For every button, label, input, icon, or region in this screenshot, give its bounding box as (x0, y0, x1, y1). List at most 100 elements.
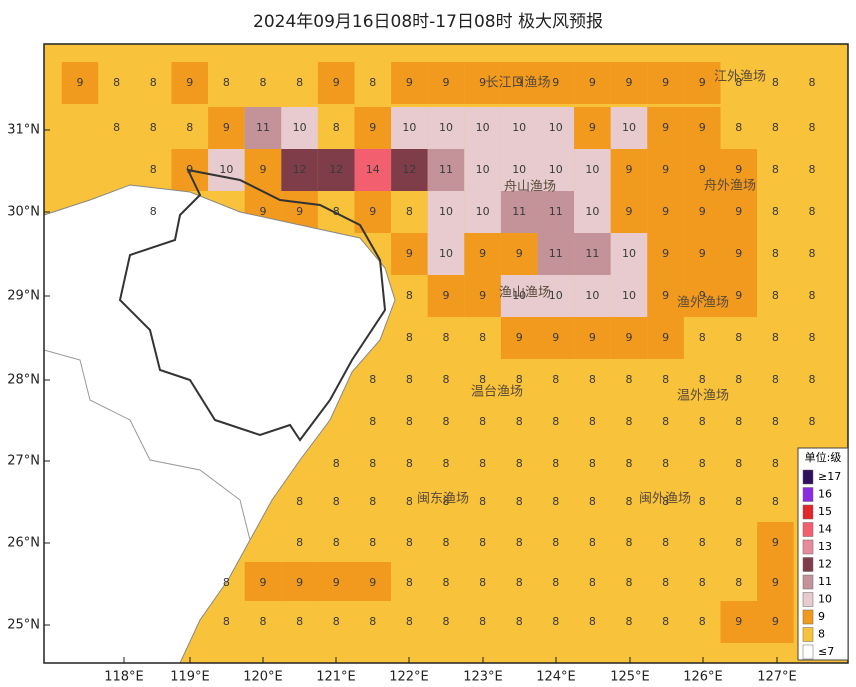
cell (610, 601, 648, 643)
cell (720, 275, 758, 317)
cell (537, 62, 575, 104)
cell (464, 562, 501, 604)
grid-value: 9 (735, 205, 742, 218)
grid-value: 11 (512, 205, 526, 218)
cell (500, 522, 538, 564)
cell (757, 317, 794, 359)
cell (427, 191, 465, 233)
grid-value: 9 (77, 76, 84, 89)
cell (757, 107, 794, 149)
cell (98, 62, 135, 104)
lon-label: 127°E (757, 670, 797, 685)
cell (281, 107, 318, 149)
cell (647, 149, 684, 191)
cell (317, 562, 355, 604)
grid-value: 8 (589, 415, 596, 428)
legend-swatch (802, 592, 814, 607)
grid-value: 9 (662, 205, 669, 218)
cell (208, 149, 245, 191)
cell (391, 522, 428, 564)
grid-value: 8 (333, 536, 340, 549)
grid-value: 10 (476, 121, 490, 134)
grid-value: 8 (626, 457, 633, 470)
cell (317, 107, 355, 149)
grid-value: 10 (439, 205, 453, 218)
cell (427, 601, 465, 643)
grid-value: 8 (333, 495, 340, 508)
grid-value: 8 (369, 373, 376, 386)
grid-value: 8 (516, 576, 523, 589)
grid-value: 8 (735, 457, 742, 470)
legend-swatch (802, 522, 814, 537)
cell (61, 62, 99, 104)
grid-value: 8 (406, 331, 413, 344)
grid-value: 8 (406, 536, 413, 549)
grid-value: 8 (809, 76, 816, 89)
grid-value: 8 (589, 495, 596, 508)
cell (610, 149, 648, 191)
grid-value: 8 (662, 415, 669, 428)
grid-value: 8 (699, 576, 706, 589)
grid-value: 8 (186, 121, 193, 134)
cell (354, 562, 392, 604)
lon-label: 126°E (683, 670, 723, 685)
grid-value: 8 (260, 76, 267, 89)
grid-value: 8 (479, 576, 486, 589)
cell (500, 107, 538, 149)
grid-value: 8 (150, 163, 157, 176)
legend-swatch (802, 627, 814, 642)
cell (793, 359, 831, 401)
grid-value: 8 (772, 205, 779, 218)
cell (647, 233, 684, 275)
cell (391, 62, 428, 104)
cell (134, 62, 172, 104)
grid-value: 8 (552, 495, 559, 508)
cell (391, 233, 428, 275)
cell (610, 317, 648, 359)
grid-value: 8 (223, 76, 230, 89)
cell (354, 62, 392, 104)
grid-value: 8 (552, 576, 559, 589)
cell (610, 401, 648, 443)
legend-swatch (802, 539, 814, 555)
grid-value: 9 (296, 205, 303, 218)
cell (171, 62, 209, 104)
cell (720, 107, 758, 149)
legend-label: 16 (818, 488, 832, 501)
cell (500, 481, 538, 523)
cell (574, 359, 611, 401)
grid-value: 8 (735, 373, 742, 386)
grid-value: 8 (699, 457, 706, 470)
cell (574, 107, 611, 149)
grid-value: 8 (516, 495, 523, 508)
cell (793, 275, 831, 317)
grid-value: 8 (479, 331, 486, 344)
region-label: 舟山渔场 (504, 180, 556, 195)
grid-value: 8 (735, 536, 742, 549)
cell (683, 522, 721, 564)
grid-value: 8 (626, 615, 633, 628)
grid-value: 11 (549, 205, 563, 218)
grid-value: 9 (626, 331, 633, 344)
grid-value: 11 (439, 163, 453, 176)
region-label: 闽东渔场 (417, 492, 469, 507)
grid-value: 9 (626, 76, 633, 89)
grid-value: 10 (549, 121, 563, 134)
cell (647, 317, 684, 359)
cell (720, 233, 758, 275)
legend-swatch (802, 574, 814, 590)
grid-value: 9 (186, 76, 193, 89)
cell (757, 601, 794, 643)
cell (464, 62, 501, 104)
cell (500, 562, 538, 604)
cell (647, 191, 684, 233)
grid-value: 8 (333, 121, 340, 134)
grid-value: 8 (516, 457, 523, 470)
cell (720, 401, 758, 443)
cell (464, 601, 501, 643)
lon-label: 123°E (463, 670, 503, 685)
grid-value: 12 (402, 163, 416, 176)
grid-value: 8 (809, 121, 816, 134)
grid-value: 8 (699, 536, 706, 549)
